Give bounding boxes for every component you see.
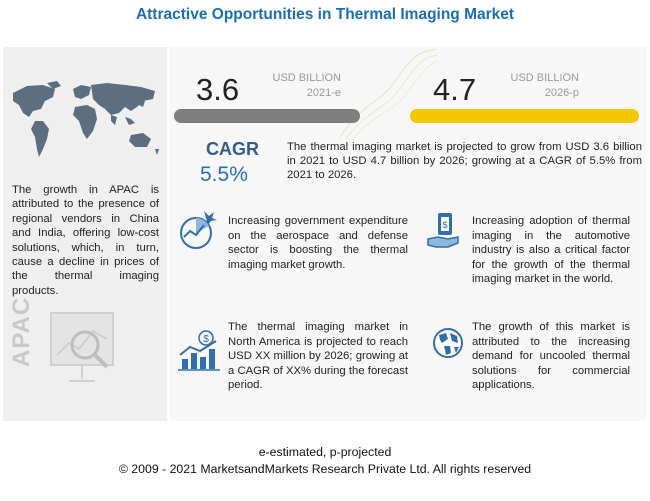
svg-text:$: $ bbox=[203, 334, 209, 345]
growth-chart-icon: $ bbox=[178, 330, 220, 371]
card-north-america-text: The thermal imaging market in North Amer… bbox=[228, 321, 408, 392]
svg-text:$: $ bbox=[442, 220, 447, 230]
bar-2026 bbox=[410, 109, 639, 123]
cagr-value: 5.5% bbox=[200, 163, 248, 186]
world-map-icon bbox=[13, 81, 159, 157]
apac-panel: The growth in APAC is attributed to the … bbox=[3, 47, 167, 421]
money-hand-icon: $ bbox=[427, 213, 459, 248]
globe-icon bbox=[433, 328, 463, 358]
market-value-2021: 3.6 bbox=[196, 72, 240, 107]
year-2021: 2021-e bbox=[306, 87, 341, 99]
year-2026: 2026-p bbox=[544, 87, 579, 99]
defense-chart-icon bbox=[180, 211, 217, 249]
footer-copyright: © 2009 - 2021 MarketsandMarkets Research… bbox=[118, 462, 532, 476]
unit-2026: USD BILLION bbox=[510, 72, 579, 84]
footer-legend: e-estimated, p-projected bbox=[258, 445, 392, 459]
market-panel: 3.6 USD BILLION 2021-e 4.7 USD BILLION 2… bbox=[170, 47, 646, 421]
card-automotive-text: Increasing adoption of thermal imaging i… bbox=[472, 215, 630, 286]
card-defense-text: Increasing government expenditure on the… bbox=[228, 215, 408, 271]
infographic-title: Attractive Opportunities in Thermal Imag… bbox=[135, 6, 515, 23]
decorative-curve-lines bbox=[339, 48, 438, 141]
apac-label: APAC bbox=[8, 296, 35, 367]
cagr-label: CAGR bbox=[206, 139, 259, 159]
market-summary: The thermal imaging market is projected … bbox=[287, 141, 642, 181]
bar-2021 bbox=[174, 109, 360, 123]
unit-2021: USD BILLION bbox=[272, 72, 341, 84]
analysis-magnifier-icon bbox=[50, 312, 114, 382]
apac-description: The growth in APAC is attributed to the … bbox=[12, 184, 159, 297]
market-value-2026: 4.7 bbox=[433, 72, 477, 107]
card-uncooled-text: The growth of this market is attributed … bbox=[472, 321, 630, 392]
